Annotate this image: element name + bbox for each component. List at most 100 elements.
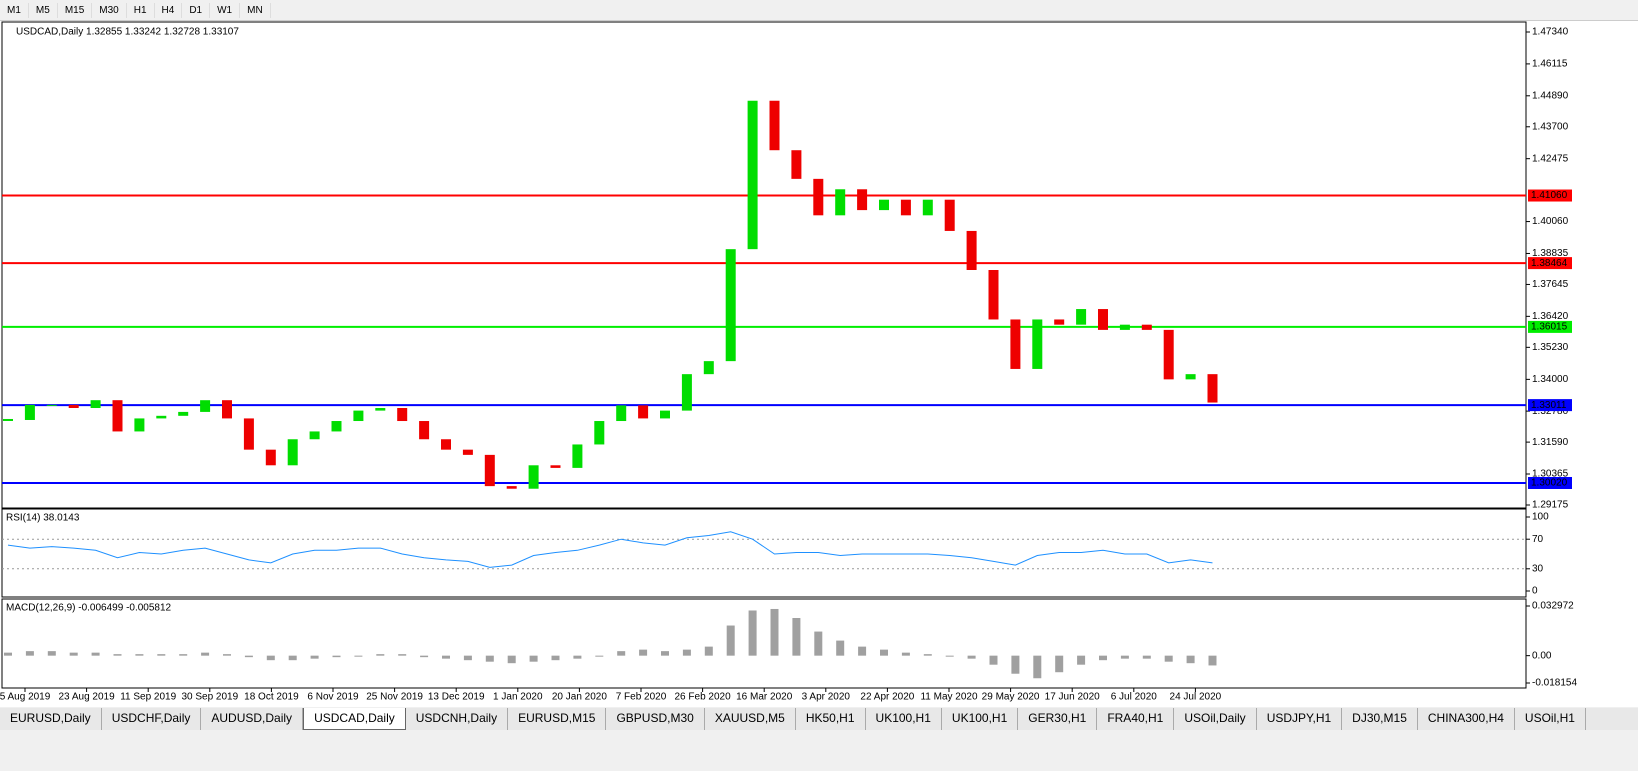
timeframe-button[interactable]: M5 bbox=[29, 2, 58, 18]
candle bbox=[1141, 324, 1152, 330]
candle bbox=[1010, 319, 1021, 369]
x-tick-label: 16 Mar 2020 bbox=[736, 692, 793, 703]
timeframe-button[interactable]: M30 bbox=[92, 2, 127, 18]
symbol-tab[interactable]: EURUSD,M15 bbox=[508, 708, 607, 730]
symbol-tab[interactable]: DJ30,M15 bbox=[1342, 708, 1418, 730]
candle bbox=[397, 408, 408, 422]
candle bbox=[1098, 309, 1108, 330]
y-tick-label: 30 bbox=[1532, 563, 1544, 574]
macd-bar bbox=[858, 646, 867, 656]
candle bbox=[966, 230, 977, 270]
symbol-tab[interactable]: UK100,H1 bbox=[942, 708, 1019, 730]
candle bbox=[703, 361, 714, 375]
symbol-tab[interactable]: GBPUSD,M30 bbox=[606, 708, 705, 730]
symbol-tab[interactable]: USOil,Daily bbox=[1174, 708, 1257, 730]
macd-bar bbox=[1208, 655, 1217, 666]
level-label: 1.30020 bbox=[1531, 478, 1568, 489]
chart: USDCAD,Daily 1.32855 1.33242 1.32728 1.3… bbox=[0, 21, 1638, 707]
level-label-bg bbox=[1528, 257, 1572, 270]
x-tick-label: 6 Jul 2020 bbox=[1111, 692, 1158, 703]
symbol-tab[interactable]: XAUUSD,M5 bbox=[705, 708, 796, 730]
macd-bar bbox=[442, 655, 450, 659]
timeframe-button[interactable]: M1 bbox=[0, 2, 29, 18]
candle bbox=[1054, 319, 1065, 325]
macd-bar bbox=[266, 655, 275, 661]
candle bbox=[922, 199, 933, 216]
macd-bar bbox=[201, 652, 210, 656]
y-tick-label: 1.46115 bbox=[1532, 59, 1568, 70]
symbol-tab[interactable]: FRA40,H1 bbox=[1097, 708, 1175, 730]
candle bbox=[1076, 309, 1087, 325]
candle bbox=[46, 404, 57, 406]
candle bbox=[331, 421, 342, 432]
timeframe-button[interactable]: MN bbox=[240, 2, 271, 18]
price-pane bbox=[1, 21, 1527, 509]
candle bbox=[550, 465, 561, 468]
candle bbox=[769, 100, 780, 151]
symbol-tab[interactable]: AUDUSD,Daily bbox=[201, 708, 304, 730]
candle bbox=[200, 400, 211, 412]
timeframe-button[interactable]: M15 bbox=[58, 2, 93, 18]
macd-bar bbox=[770, 608, 779, 656]
macd-bar bbox=[485, 655, 494, 662]
y-tick-label: 1.32780 bbox=[1532, 406, 1569, 417]
symbol-tab[interactable]: CHINA300,H4 bbox=[1418, 708, 1515, 730]
macd-bar bbox=[398, 654, 407, 656]
candle bbox=[441, 439, 451, 450]
macd-bar bbox=[748, 610, 757, 656]
candle bbox=[681, 374, 692, 411]
symbol-tabs: EURUSD,Daily USDCHF,Daily AUDUSD,Daily USDC… bbox=[0, 708, 1638, 730]
y-tick-label: 1.36420 bbox=[1532, 311, 1569, 322]
y-tick-label: 1.43700 bbox=[1532, 121, 1569, 132]
x-tick-label: 26 Feb 2020 bbox=[675, 692, 732, 703]
macd-bar bbox=[661, 651, 669, 656]
macd-bar bbox=[1055, 655, 1064, 673]
symbol-tab[interactable]: USOil,H1 bbox=[1515, 708, 1586, 730]
macd-bar bbox=[332, 655, 341, 658]
x-tick-label: 7 Feb 2020 bbox=[616, 692, 667, 703]
symbol-tab[interactable]: UK100,H1 bbox=[866, 708, 942, 730]
macd-bar bbox=[157, 654, 166, 656]
candle bbox=[988, 269, 999, 320]
x-tick-label: 22 Apr 2020 bbox=[860, 692, 914, 703]
macd-bar bbox=[463, 655, 472, 661]
candle bbox=[1185, 374, 1196, 380]
macd-bar bbox=[288, 655, 297, 661]
y-tick-label: 0.00 bbox=[1532, 650, 1552, 661]
macd-bar bbox=[682, 649, 691, 656]
timeframe-button[interactable]: H4 bbox=[155, 2, 183, 18]
symbol-tab[interactable]: USDJPY,H1 bbox=[1257, 708, 1343, 730]
symbol-tab[interactable]: USDCAD,Daily bbox=[303, 708, 406, 730]
symbol-tab[interactable]: HK50,H1 bbox=[796, 708, 866, 730]
y-tick-label: 1.37645 bbox=[1532, 279, 1569, 290]
timeframe-button[interactable]: W1 bbox=[210, 2, 241, 18]
level-label: 1.41060 bbox=[1531, 190, 1568, 201]
candle bbox=[616, 405, 627, 422]
symbol-tab[interactable]: USDCHF,Daily bbox=[102, 708, 202, 730]
candle bbox=[835, 189, 846, 216]
macd-bar bbox=[901, 652, 910, 656]
candle bbox=[353, 410, 364, 422]
symbol-tab[interactable]: GER30,H1 bbox=[1018, 708, 1098, 730]
timeframe-button[interactable]: D1 bbox=[182, 2, 211, 18]
candle bbox=[243, 418, 254, 450]
candle bbox=[900, 199, 911, 216]
y-tick-label: 1.29175 bbox=[1532, 500, 1569, 511]
rsi-pane bbox=[1, 508, 1527, 598]
y-tick-label: 1.42475 bbox=[1532, 153, 1569, 164]
symbol-tab[interactable]: EURUSD,Daily bbox=[0, 708, 102, 730]
macd-bar bbox=[25, 651, 34, 656]
macd-bar bbox=[420, 655, 429, 658]
x-tick-label: 18 Oct 2019 bbox=[244, 692, 299, 703]
candle bbox=[419, 421, 430, 440]
x-tick-label: 29 May 2020 bbox=[982, 692, 1040, 703]
macd-bar bbox=[595, 655, 604, 657]
x-tick-label: 17 Jun 2020 bbox=[1045, 692, 1100, 703]
macd-bar bbox=[792, 618, 801, 656]
candle bbox=[375, 408, 386, 411]
symbol-tab[interactable]: USDCNH,Daily bbox=[406, 708, 509, 730]
candle bbox=[24, 404, 35, 420]
timeframe-button[interactable]: H1 bbox=[127, 2, 155, 18]
candle bbox=[879, 199, 889, 211]
